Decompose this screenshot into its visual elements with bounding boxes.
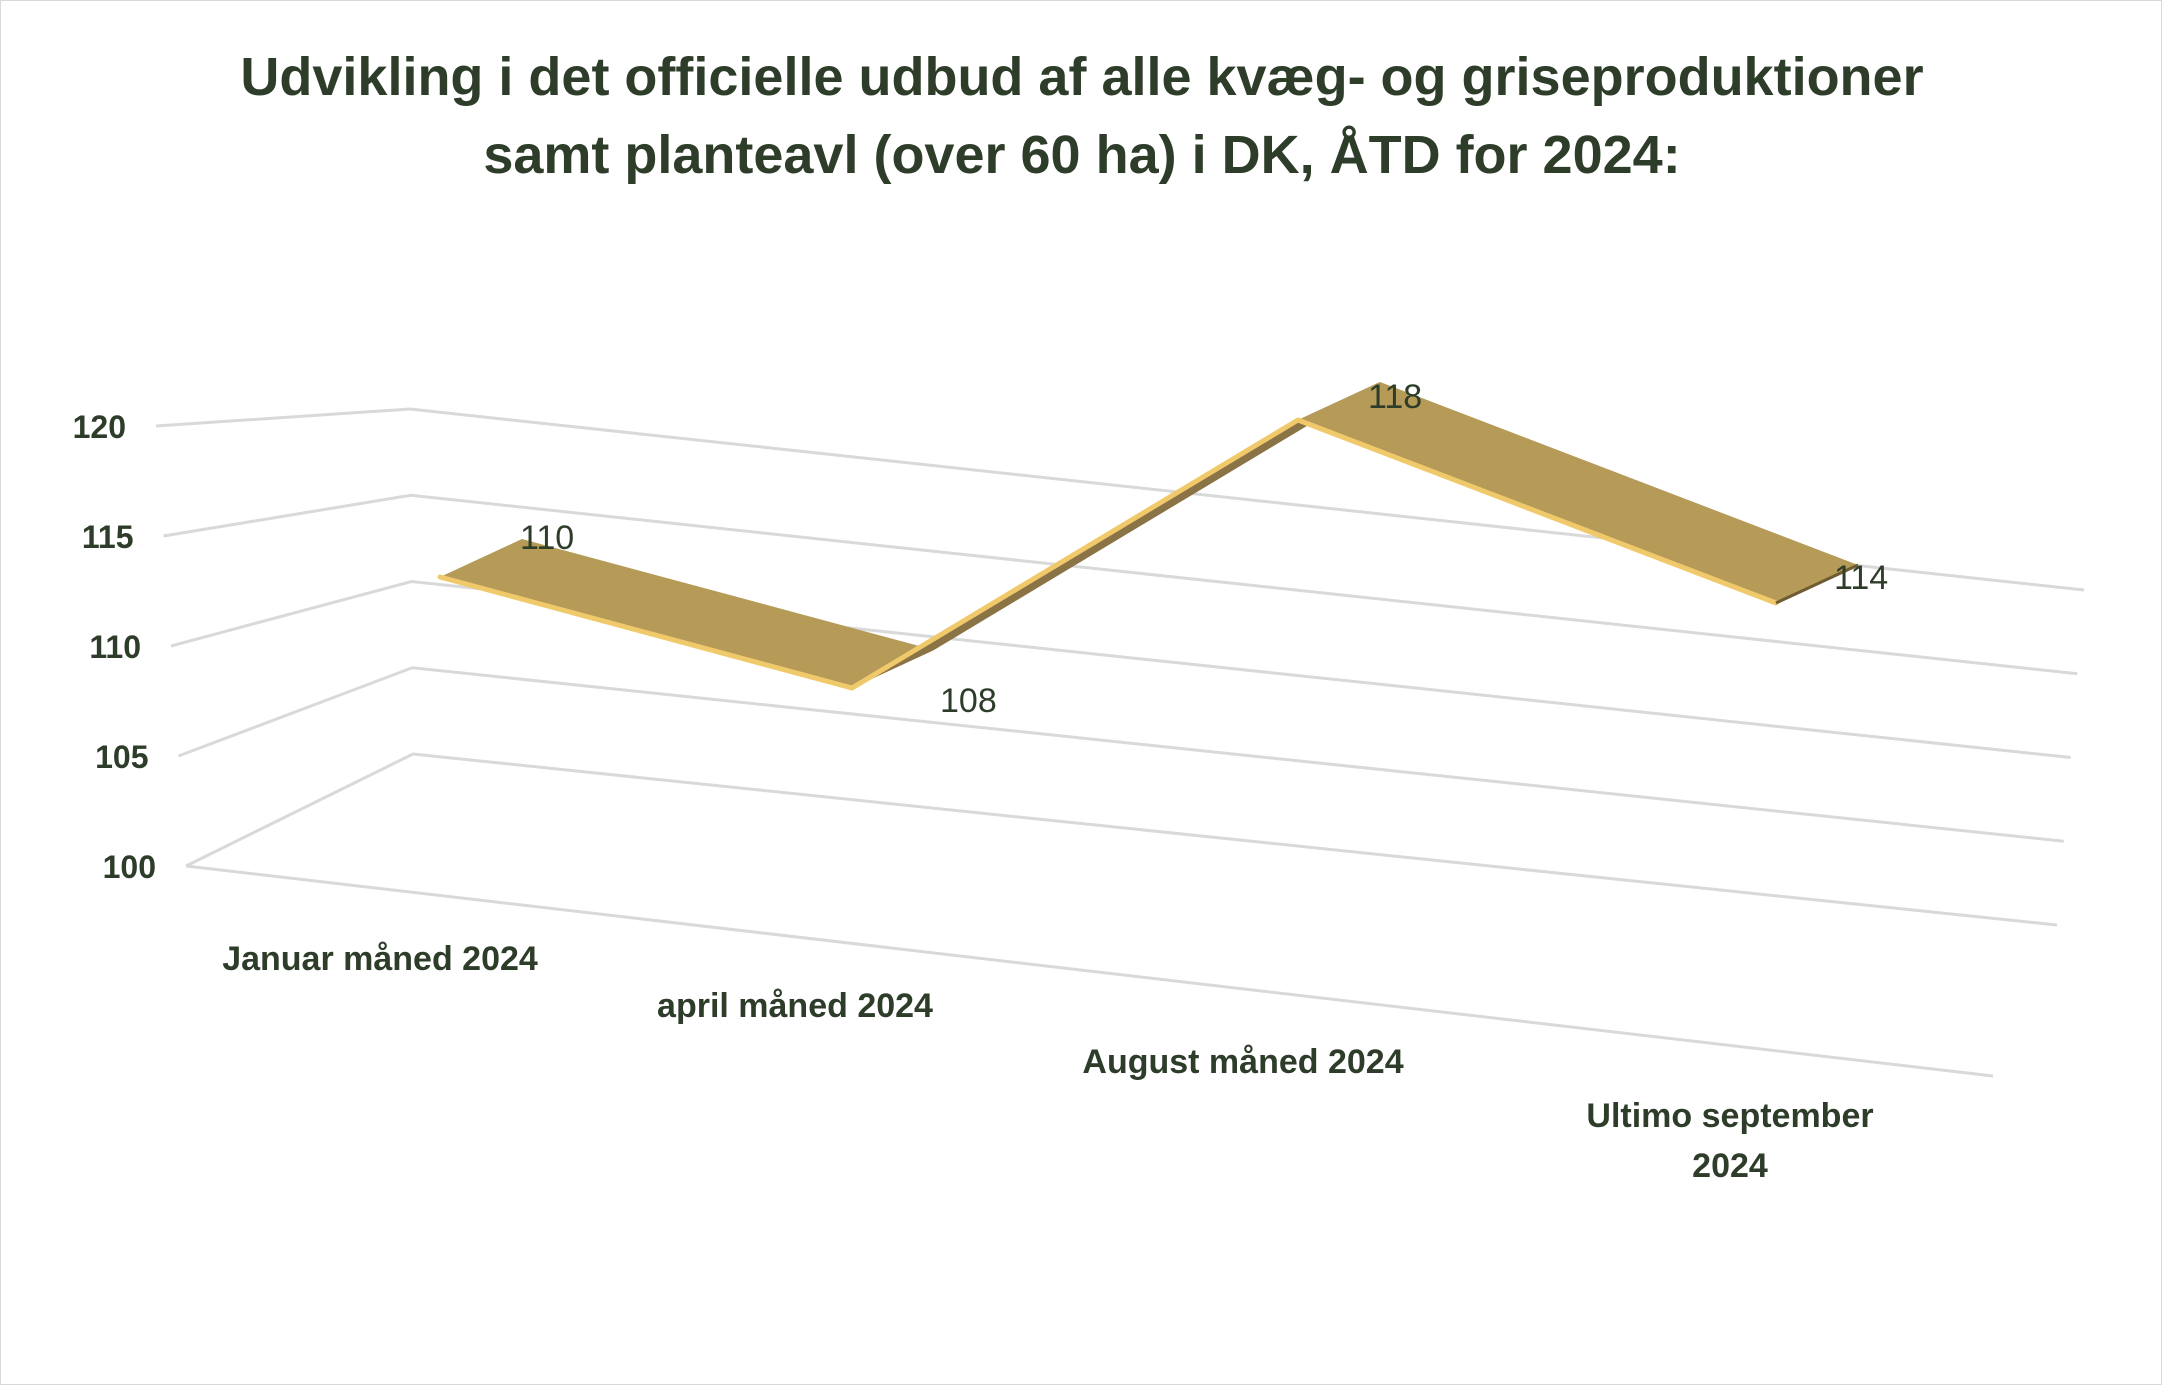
floor-front-edge: [185, 864, 1994, 1078]
gridline: [170, 579, 2071, 759]
y-tick-label: 100: [103, 849, 156, 885]
x-tick-label-line: april måned 2024: [657, 987, 933, 1025]
x-tick-label: april måned 2024: [657, 987, 933, 1025]
x-tick-label: Ultimo september 2024: [1586, 1097, 1873, 1185]
data-label: 108: [940, 682, 997, 720]
data-series-ribbon: [437, 382, 1859, 691]
x-tick-label-line: August måned 2024: [1082, 1043, 1403, 1081]
ribbon-front-edge: [849, 417, 1301, 691]
gridline: [185, 752, 2058, 927]
data-labels: 110 108 118 114: [520, 378, 1888, 720]
data-label: 110: [520, 519, 574, 557]
x-tick-label: Januar måned 2024: [222, 940, 538, 978]
y-tick-label: 105: [95, 739, 148, 775]
ribbon-front-edge: [437, 574, 855, 691]
x-tick-label-line: 2024: [1692, 1147, 1768, 1185]
y-tick-label: 120: [73, 409, 126, 445]
data-label: 114: [1834, 559, 1888, 597]
gridline: [177, 666, 2064, 843]
ribbon-end-cap: [1775, 563, 1859, 605]
chart-title-line-2: samt planteavl (over 60 ha) i DK, ÅTD fo…: [483, 125, 1681, 185]
x-tick-label-line: Ultimo september: [1586, 1097, 1873, 1135]
ribbon-front-edge: [1295, 417, 1779, 606]
ribbon-segment: [1298, 382, 1858, 603]
x-axis: Januar måned 2024 april måned 2024 August …: [222, 940, 1873, 1185]
y-tick-label: 115: [82, 519, 134, 555]
ribbon-segment: [440, 539, 934, 688]
gridlines: [155, 407, 2085, 1078]
gridline: [155, 407, 2085, 592]
y-axis: 100 105 110 115 120: [73, 409, 156, 885]
chart-title-line-1: Udvikling i det officielle udbud af alle…: [240, 47, 1924, 107]
x-tick-label: August måned 2024: [1082, 1043, 1403, 1081]
gridline: [163, 493, 2078, 676]
x-tick-label-line: Januar måned 2024: [222, 940, 538, 978]
data-label: 118: [1368, 378, 1422, 416]
chart-title: Udvikling i det officielle udbud af alle…: [0, 38, 2164, 194]
y-tick-label: 110: [89, 629, 141, 665]
